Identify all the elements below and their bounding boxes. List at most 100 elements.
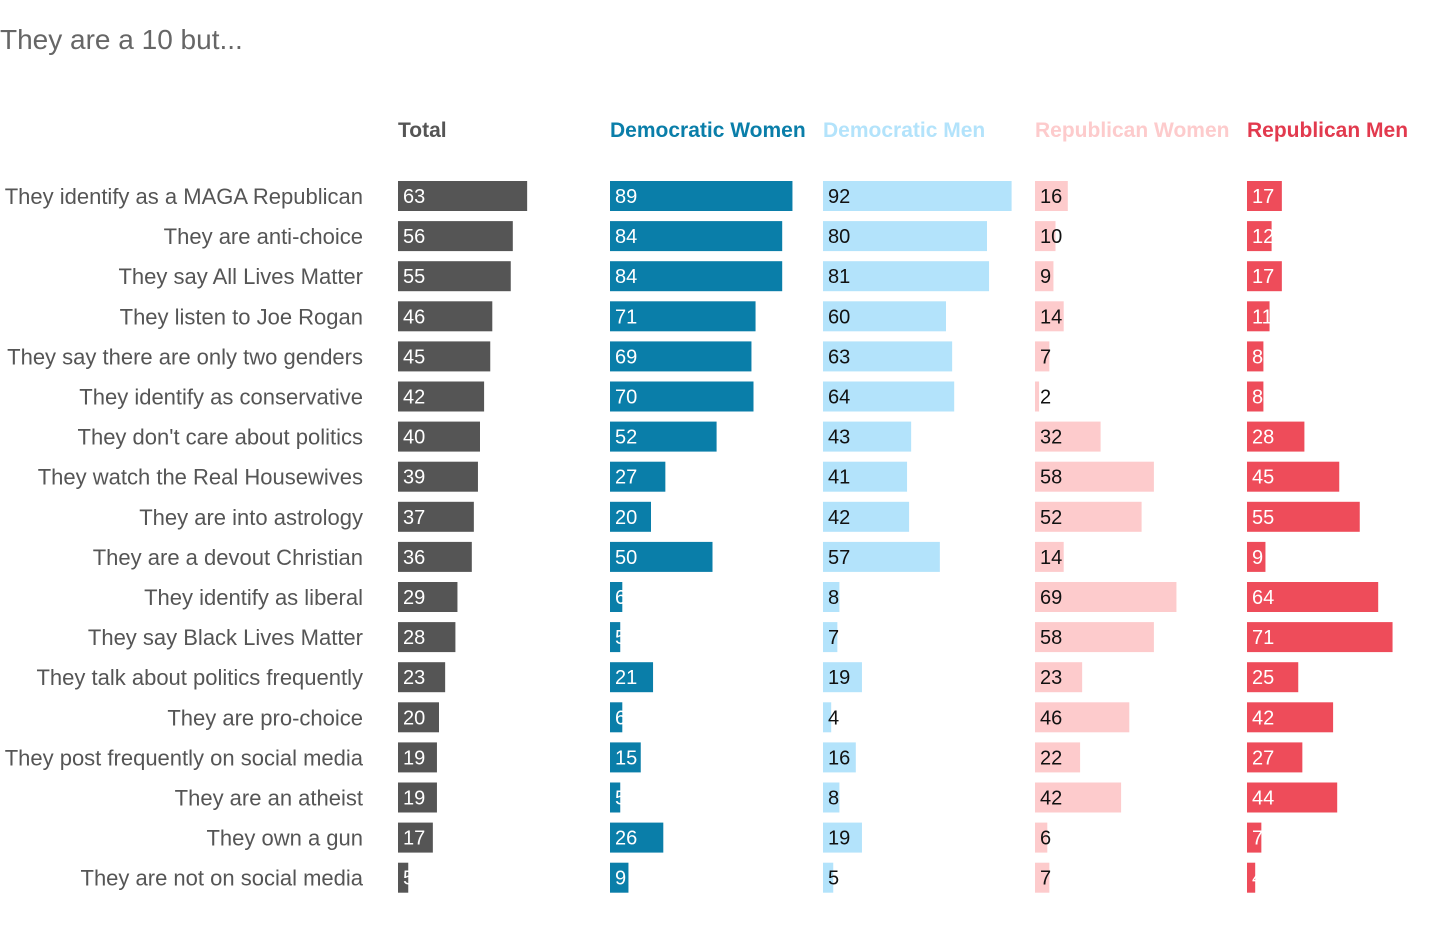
- value-label: 17: [1252, 266, 1274, 288]
- row-label: They are not on social media: [81, 866, 364, 891]
- value-label: 55: [403, 266, 425, 288]
- bar: [1035, 541, 1064, 572]
- value-label: 22: [1040, 747, 1062, 769]
- value-label: 69: [615, 346, 637, 368]
- bar: [1247, 582, 1379, 612]
- value-label: 50: [615, 547, 637, 569]
- row-label: They are into astrology: [139, 505, 363, 530]
- value-label: 40: [403, 427, 425, 449]
- value-label: 5: [615, 627, 626, 649]
- bar: [823, 221, 987, 252]
- value-label: 16: [1040, 186, 1062, 208]
- value-label: 8: [1252, 387, 1263, 409]
- bar: [823, 261, 990, 292]
- bar: [610, 461, 666, 492]
- value-label: 84: [615, 226, 637, 248]
- bar: [823, 662, 862, 693]
- bar: [398, 822, 433, 853]
- bar: [823, 622, 838, 653]
- bar: [823, 181, 1012, 211]
- bar: [1247, 622, 1393, 653]
- value-label: 6: [615, 707, 626, 729]
- value-label: 5: [615, 788, 626, 810]
- value-label: 37: [403, 507, 425, 529]
- value-label: 32: [1040, 427, 1062, 449]
- row-label: They say All Lives Matter: [118, 264, 363, 289]
- bar: [398, 501, 474, 532]
- series-header: Republican Women: [1035, 119, 1229, 142]
- bar: [610, 782, 621, 813]
- bar: [1247, 461, 1340, 492]
- series-header: Democratic Women: [610, 119, 806, 142]
- row-label: They are a devout Christian: [93, 545, 363, 570]
- bar: [398, 341, 491, 372]
- value-label: 58: [1040, 627, 1062, 649]
- value-label: 41: [828, 467, 850, 489]
- value-label: 17: [1252, 186, 1274, 208]
- row-label: They talk about politics frequently: [36, 665, 363, 690]
- bar: [1035, 181, 1068, 211]
- row-label: They own a gun: [206, 826, 363, 851]
- bar: [823, 702, 832, 733]
- value-label: 8: [1252, 346, 1263, 368]
- bar: [1247, 541, 1266, 572]
- bar: [1035, 782, 1122, 813]
- value-label: 2: [1040, 387, 1051, 409]
- value-label: 15: [615, 747, 637, 769]
- bar: [823, 421, 912, 452]
- value-label: 58: [1040, 467, 1062, 489]
- value-label: 10: [1040, 226, 1062, 248]
- bar: [1035, 421, 1101, 452]
- bar: [610, 822, 664, 853]
- value-label: 64: [1252, 587, 1274, 609]
- bar: [1035, 702, 1130, 733]
- value-label: 84: [615, 266, 637, 288]
- series-header: Republican Men: [1247, 119, 1408, 142]
- bar: [1247, 381, 1264, 412]
- value-label: 42: [1040, 788, 1062, 810]
- bar: [1247, 341, 1264, 372]
- value-label: 28: [403, 627, 425, 649]
- value-label: 6: [1040, 828, 1051, 850]
- value-label: 27: [1252, 747, 1274, 769]
- value-label: 7: [1040, 868, 1051, 890]
- value-label: 19: [828, 828, 850, 850]
- value-label: 7: [1252, 828, 1263, 850]
- value-label: 45: [1252, 467, 1274, 489]
- row-label: They post frequently on social media: [5, 745, 364, 770]
- row-label: They are an atheist: [175, 786, 363, 811]
- value-label: 21: [615, 667, 637, 689]
- row-label: They identify as conservative: [79, 385, 363, 410]
- value-label: 46: [403, 306, 425, 328]
- bar: [610, 421, 717, 452]
- bar: [610, 341, 752, 372]
- bar: [823, 742, 856, 773]
- bar: [610, 221, 783, 252]
- value-label: 89: [615, 186, 637, 208]
- bar: [1035, 662, 1083, 693]
- value-label: 11: [1252, 306, 1273, 328]
- bar: [1035, 862, 1050, 893]
- value-label: 5: [403, 868, 414, 890]
- bar: [1035, 341, 1050, 372]
- chart-title: They are a 10 but...: [0, 24, 243, 55]
- value-label: 55: [1252, 507, 1274, 529]
- value-label: 6: [615, 587, 626, 609]
- bar: [1247, 261, 1282, 292]
- value-label: 42: [1252, 707, 1274, 729]
- value-label: 43: [828, 427, 850, 449]
- value-label: 7: [828, 627, 839, 649]
- value-label: 16: [828, 747, 850, 769]
- bar: [610, 181, 793, 211]
- bar: [610, 541, 713, 572]
- value-label: 23: [1040, 667, 1062, 689]
- bar: [823, 501, 910, 532]
- value-label: 19: [828, 667, 850, 689]
- bar: [1035, 622, 1154, 653]
- bar: [823, 301, 946, 332]
- value-label: 19: [403, 747, 425, 769]
- value-label: 81: [828, 266, 850, 288]
- value-label: 69: [1040, 587, 1062, 609]
- row-label: They say there are only two genders: [7, 344, 363, 369]
- value-label: 70: [615, 387, 637, 409]
